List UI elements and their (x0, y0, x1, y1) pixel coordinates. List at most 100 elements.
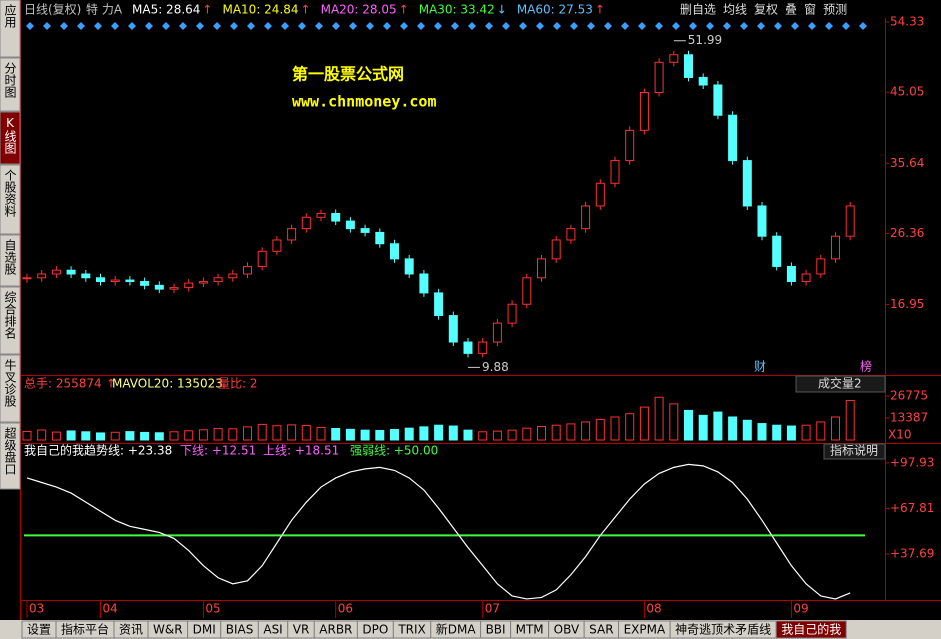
signal-diamond (230, 22, 238, 30)
signal-diamond (706, 22, 714, 30)
candle (375, 231, 385, 245)
volume-bar (831, 416, 840, 441)
volume-bar (610, 416, 620, 441)
toolbar-button[interactable]: 窗 (804, 3, 816, 17)
volume-bar (345, 428, 355, 441)
side-tab[interactable] (0, 164, 21, 235)
signal-diamond (26, 22, 34, 30)
lower-value: 下线: +12.51 (180, 444, 256, 458)
side-tab-label[interactable]: 综合排名 (3, 291, 17, 339)
signal-diamond (94, 22, 102, 30)
candle (713, 84, 723, 116)
candle (404, 258, 414, 275)
bottom-tab-label[interactable]: BBI (486, 623, 506, 637)
side-tab[interactable] (0, 111, 21, 165)
bottom-tab-label[interactable]: ARBR (319, 623, 352, 637)
bottom-tab-label[interactable]: 我自己的我 (781, 622, 841, 637)
candle (478, 341, 488, 354)
volume-bar (96, 432, 105, 441)
candle (551, 239, 561, 260)
watermark-title: 第一股票公式网 (292, 65, 404, 84)
volume-bar (816, 421, 826, 441)
month-label: 07 (485, 602, 500, 616)
volume-bar (213, 427, 223, 441)
bottom-tab-label[interactable]: TRIX (397, 623, 425, 637)
volume-selector[interactable]: 成交量2 (818, 376, 862, 391)
trend-line (26, 463, 851, 600)
volume-bar (434, 424, 444, 441)
indicator-help[interactable]: 指标说明 (830, 443, 878, 458)
volume-bar (198, 429, 208, 441)
side-tab-label[interactable]: 个股资料 (3, 169, 17, 217)
signal-diamond (587, 22, 595, 30)
bottom-tab-label[interactable]: ASI (263, 623, 282, 637)
side-tab[interactable] (0, 0, 21, 58)
bottom-tab-label[interactable]: DPO (362, 623, 388, 637)
candle (639, 92, 649, 131)
volume-ratio: 量比: 2 (218, 377, 258, 391)
news-tag[interactable]: 财 (754, 360, 766, 374)
candle (434, 292, 444, 317)
volume-bar (66, 430, 76, 441)
side-tab-label[interactable]: 自选股 (3, 239, 17, 276)
candle (419, 273, 429, 294)
selector-box[interactable] (795, 375, 886, 393)
side-tab[interactable] (0, 234, 21, 287)
volume-tick-label: 26775 (890, 388, 928, 402)
signal-diamond (162, 22, 170, 30)
volume-bar (566, 423, 576, 441)
candle (37, 273, 47, 279)
toolbar-button[interactable]: 叠 (785, 3, 797, 17)
volume-bar (316, 427, 326, 441)
side-tab[interactable] (0, 286, 21, 355)
bottom-tab-label[interactable]: W&R (153, 623, 183, 637)
indicator-name: 我自己的我 (24, 443, 84, 458)
bottom-tab-label[interactable]: SAR (589, 623, 613, 637)
candle (801, 273, 811, 283)
signal-diamond (196, 22, 204, 30)
signal-diamond (315, 22, 323, 30)
candle (492, 322, 502, 343)
bottom-tab-label[interactable]: 神奇逃顶术矛盾线 (675, 623, 771, 637)
signal-diamond (128, 22, 136, 30)
toolbar-button[interactable]: 均线 (723, 3, 747, 17)
signal-diamond (349, 22, 357, 30)
toolbar-button[interactable]: 预测 (823, 3, 847, 17)
volume-bar (140, 431, 150, 441)
bottom-tab-label[interactable]: 新DMA (436, 622, 477, 637)
toolbar-button[interactable]: 删自选 (680, 3, 716, 17)
bottom-tab-label[interactable]: MTM (516, 623, 544, 637)
bottom-tab-label[interactable]: EXPMA (624, 623, 666, 637)
ma-arrow: ↑ (595, 3, 605, 17)
side-tab[interactable] (0, 422, 21, 490)
side-tab-label[interactable]: 分时图 (3, 62, 17, 98)
strength-value: 强弱线: +50.00 (350, 444, 438, 458)
side-tab-label[interactable]: 超级盘口 (3, 426, 17, 475)
side-tab-label[interactable]: 牛叉诊股 (3, 358, 17, 408)
volume-bar (713, 411, 723, 441)
button-box[interactable] (823, 443, 886, 460)
bottom-tab-label[interactable]: 设置 (27, 623, 51, 637)
volume-bar (728, 416, 738, 441)
bottom-tab-label[interactable]: 资讯 (119, 623, 143, 637)
signal-diamond (621, 22, 629, 30)
side-tab-label[interactable]: K线图 (3, 116, 17, 154)
signal-diamond (77, 22, 85, 30)
bottom-tab-label[interactable]: DMI (193, 623, 216, 637)
side-tab[interactable] (0, 57, 21, 112)
bottom-tab[interactable] (775, 620, 847, 639)
rank-tag[interactable]: 榜 (860, 359, 872, 374)
bottom-tab-label[interactable]: VR (293, 623, 310, 637)
bottom-tab-label[interactable]: 指标平台 (61, 622, 109, 637)
bottom-tab-label[interactable]: BIAS (226, 623, 254, 637)
side-tab-label[interactable]: 应用 (3, 3, 17, 29)
ma-arrow: ↑ (202, 3, 212, 17)
bottom-tab-label[interactable]: OBV (554, 623, 580, 637)
volume-bar (184, 430, 194, 441)
signal-diamond (417, 22, 425, 30)
toolbar-button[interactable]: 复权 (754, 3, 778, 17)
candle (669, 54, 679, 63)
side-tab[interactable] (0, 354, 21, 423)
candle (301, 216, 311, 230)
